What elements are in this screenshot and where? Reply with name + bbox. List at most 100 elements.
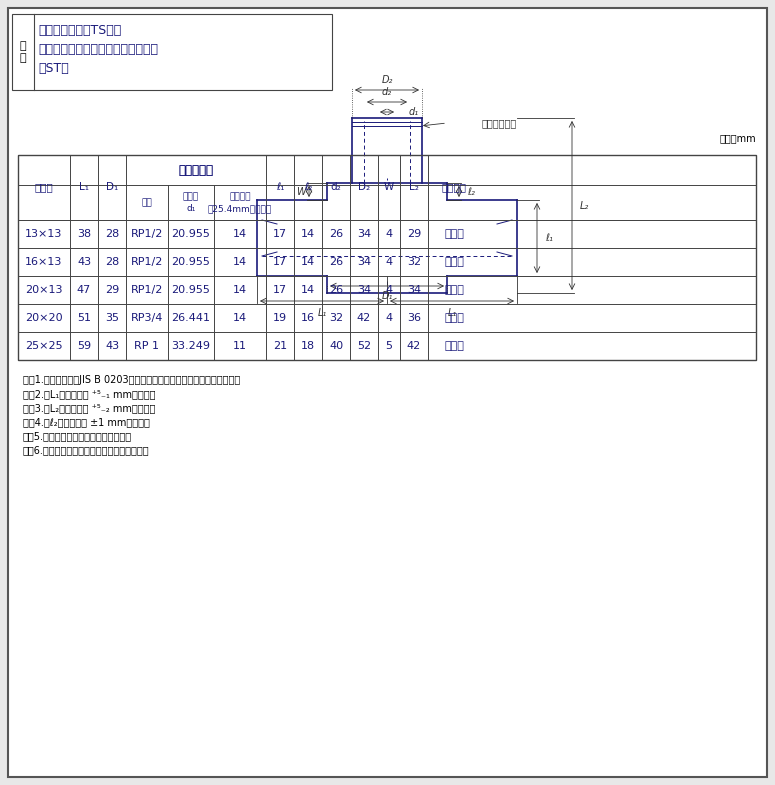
Text: 特　認: 特 認: [444, 257, 464, 267]
Text: 20×13: 20×13: [26, 285, 63, 295]
Text: 16×13: 16×13: [26, 257, 63, 267]
Text: 26: 26: [329, 285, 343, 295]
Text: 4: 4: [385, 229, 393, 239]
Text: 14: 14: [233, 257, 247, 267]
Text: 14: 14: [233, 285, 247, 295]
Text: 注　1.　ネジ部は、JIS B 0203（管用テーパねじ）の平行めねじとする。: 注 1. ネジ部は、JIS B 0203（管用テーパねじ）の平行めねじとする。: [23, 375, 240, 385]
Text: 特　認: 特 認: [444, 313, 464, 323]
Text: d₁: d₁: [409, 107, 419, 117]
Text: 28: 28: [105, 229, 119, 239]
Text: 14: 14: [233, 229, 247, 239]
Text: 20.955: 20.955: [171, 229, 211, 239]
Text: 14: 14: [301, 257, 315, 267]
Text: ネ　ジ　部: ネ ジ 部: [178, 163, 213, 177]
Text: 36: 36: [407, 313, 421, 323]
Text: ガスケット溝: ガスケット溝: [482, 118, 517, 128]
Text: 28: 28: [105, 257, 119, 267]
Text: 4.　ℓ₂の許容差は ±1 mmとする。: 4. ℓ₂の許容差は ±1 mmとする。: [23, 417, 150, 427]
Text: 谷の径
d₁: 谷の径 d₁: [183, 192, 199, 213]
Text: 32: 32: [407, 257, 421, 267]
Text: 20.955: 20.955: [171, 285, 211, 295]
Text: W: W: [296, 187, 306, 197]
Text: 3.　L₂の許容差は ⁺⁵₋₂ mmとする。: 3. L₂の許容差は ⁺⁵₋₂ mmとする。: [23, 403, 155, 413]
Text: ℓ₂: ℓ₂: [467, 187, 475, 197]
Text: L₂: L₂: [580, 201, 589, 211]
Text: ネジ山数
（25.4mmにつき）: ネジ山数 （25.4mmにつき）: [208, 192, 272, 213]
Text: 33.249: 33.249: [171, 341, 211, 351]
Text: 2.　L₁の許容差は ⁺⁵₋₁ mmとする。: 2. L₁の許容差は ⁺⁵₋₁ mmとする。: [23, 389, 156, 399]
Text: ℓ₁: ℓ₁: [545, 233, 553, 243]
Text: W: W: [384, 182, 394, 192]
Text: 38: 38: [77, 229, 91, 239]
Text: 34: 34: [407, 285, 421, 295]
Text: ネ　ジ　部: ネ ジ 部: [178, 163, 213, 177]
Text: L₂: L₂: [409, 182, 419, 192]
Text: D₁: D₁: [106, 182, 118, 192]
Text: RP3/4: RP3/4: [131, 313, 164, 323]
Text: 26.441: 26.441: [171, 313, 211, 323]
Text: 該当規格: 該当規格: [442, 182, 467, 192]
Text: 4: 4: [385, 285, 393, 295]
Text: 34: 34: [357, 285, 371, 295]
Text: RP1/2: RP1/2: [131, 257, 164, 267]
Text: 11: 11: [233, 341, 247, 351]
Text: 16: 16: [301, 313, 315, 323]
Text: 呼び径: 呼び径: [35, 182, 53, 192]
Text: d₂: d₂: [382, 87, 392, 97]
Text: 43: 43: [77, 257, 91, 267]
Text: L₁: L₁: [79, 182, 89, 192]
Text: 5.　特認とは、特認申請品をいう。: 5. 特認とは、特認申請品をいう。: [23, 431, 132, 441]
Text: 34: 34: [357, 257, 371, 267]
Text: 43: 43: [105, 341, 119, 351]
Text: 6.　点線の示す形状にすることもできる。: 6. 点線の示す形状にすることもできる。: [23, 445, 150, 455]
Text: 13×13: 13×13: [26, 229, 63, 239]
Text: 14: 14: [301, 285, 315, 295]
Text: 特　認: 特 認: [444, 229, 464, 239]
Text: 水道用エスロンTS継手
給水栓用チーズ（インサートなし）
（ST）: 水道用エスロンTS継手 給水栓用チーズ（インサートなし） （ST）: [38, 24, 158, 75]
Text: ℓ₂: ℓ₂: [304, 182, 312, 192]
Text: 51: 51: [77, 313, 91, 323]
Text: 18: 18: [301, 341, 315, 351]
Text: 52: 52: [357, 341, 371, 351]
Text: 特　認: 特 認: [444, 341, 464, 351]
Text: 35: 35: [105, 313, 119, 323]
Text: 29: 29: [105, 285, 119, 295]
Text: 単位：mm: 単位：mm: [719, 133, 756, 143]
Text: 40: 40: [329, 341, 343, 351]
Text: RP1/2: RP1/2: [131, 229, 164, 239]
Text: D₂: D₂: [381, 75, 393, 85]
Text: 21: 21: [273, 341, 287, 351]
Text: 25×25: 25×25: [25, 341, 63, 351]
FancyBboxPatch shape: [12, 14, 332, 90]
Text: 20×20: 20×20: [25, 313, 63, 323]
Text: 呼び: 呼び: [142, 198, 153, 207]
Text: L₁: L₁: [447, 308, 456, 318]
Text: 42: 42: [356, 313, 371, 323]
Text: 5: 5: [385, 341, 392, 351]
Text: ℓ₁: ℓ₁: [276, 182, 284, 192]
Text: D₁: D₁: [381, 291, 393, 301]
Text: d₂: d₂: [331, 182, 341, 192]
Text: 品
名: 品 名: [19, 41, 26, 63]
Text: 34: 34: [357, 229, 371, 239]
Text: RP1/2: RP1/2: [131, 285, 164, 295]
Text: 59: 59: [77, 341, 91, 351]
Text: 26: 26: [329, 229, 343, 239]
Text: 17: 17: [273, 229, 287, 239]
Text: 26: 26: [329, 257, 343, 267]
Text: 17: 17: [273, 257, 287, 267]
Text: 特　認: 特 認: [444, 285, 464, 295]
Text: 14: 14: [233, 313, 247, 323]
Text: D₂: D₂: [358, 182, 370, 192]
Text: 17: 17: [273, 285, 287, 295]
Text: 47: 47: [77, 285, 91, 295]
Text: 19: 19: [273, 313, 287, 323]
Text: 29: 29: [407, 229, 421, 239]
Text: 14: 14: [301, 229, 315, 239]
Text: 4: 4: [385, 257, 393, 267]
Text: L₁: L₁: [318, 308, 326, 318]
Text: 4: 4: [385, 313, 393, 323]
Text: 32: 32: [329, 313, 343, 323]
FancyBboxPatch shape: [8, 8, 767, 777]
Text: 42: 42: [407, 341, 421, 351]
